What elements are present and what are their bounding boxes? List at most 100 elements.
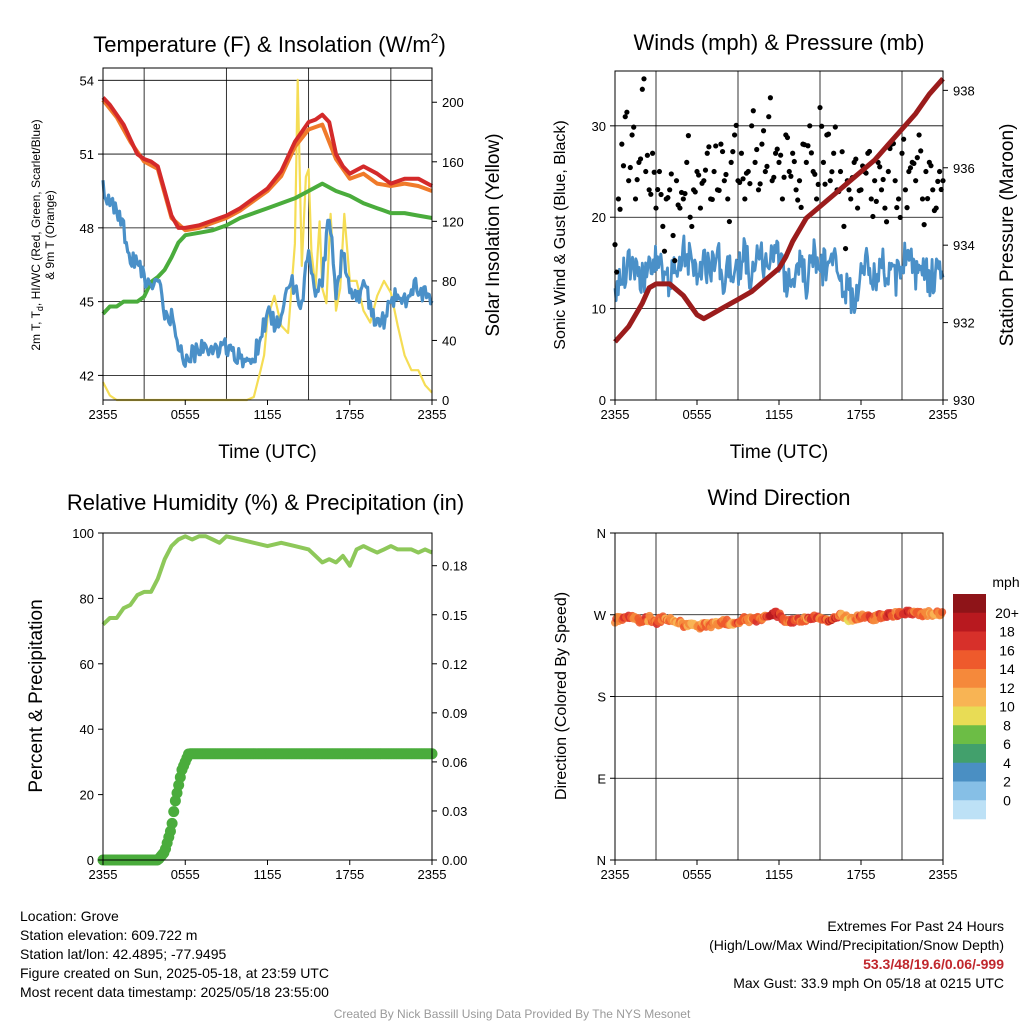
temp-ylabel-sub: d: [35, 306, 45, 311]
gust-point: [702, 167, 709, 173]
dir-xtick-label: 1155: [765, 867, 793, 882]
temp-ytick-label: 51: [80, 147, 94, 162]
colorbar-label: 6: [1003, 736, 1011, 752]
gust-point: [730, 149, 736, 155]
gust-point: [696, 172, 702, 178]
gust-point: [795, 197, 801, 203]
dir-title: Wind Direction: [707, 485, 850, 510]
rh-ytick-label: 40: [80, 722, 94, 737]
gust-point: [711, 168, 717, 175]
gust-point: [921, 222, 927, 228]
rh-ytick-label: 0: [87, 853, 94, 868]
rh-ytick-label: 60: [80, 657, 94, 672]
colorbar-label: 8: [1003, 717, 1011, 733]
temp-2m-line: [101, 96, 433, 230]
gust-point: [617, 206, 623, 212]
gust-point: [682, 190, 688, 197]
gust-point: [882, 205, 888, 211]
gust-point: [733, 122, 739, 128]
gust-point: [935, 178, 941, 184]
gust-point: [701, 178, 707, 184]
gust-point: [615, 196, 622, 202]
gust-point: [924, 196, 931, 202]
gust-point: [793, 187, 799, 193]
gust-point: [655, 186, 661, 193]
gust-point: [632, 196, 639, 202]
dir-ytick-label: S: [597, 690, 606, 705]
temp-ytick-label: 54: [80, 73, 94, 88]
wind-title: Winds (mph) & Pressure (mb): [634, 30, 925, 55]
temp-y2tick-label: 160: [442, 155, 464, 170]
gust-point: [762, 168, 768, 175]
gust-point: [665, 195, 671, 201]
wind-plot-frame: [614, 70, 944, 401]
rh-ytick-label: 100: [72, 526, 94, 541]
station-info: Location: Grove Station elevation: 609.7…: [20, 907, 329, 1002]
rh-ylabel: Percent & Precipitation: [26, 599, 47, 792]
gust-point: [858, 187, 864, 193]
temp-xtick-label: 2355: [89, 407, 118, 422]
gust-point: [877, 164, 883, 170]
temp-y2tick-label: 200: [442, 95, 464, 110]
extremes-info: Extremes For Past 24 Hours (High/Low/Max…: [709, 917, 1004, 993]
extremes-values: 53.3/48/19.6/0.06/-999: [863, 956, 1004, 972]
rh-ytick-label: 20: [80, 788, 94, 803]
gust-point: [631, 124, 637, 130]
sonic-wind-line: [613, 234, 945, 315]
colorbar-label: 10: [999, 699, 1015, 715]
temp-y2tick-label: 120: [442, 214, 464, 229]
gust-point: [829, 169, 835, 175]
wind-xtick-label: 2355: [929, 407, 958, 422]
gust-point: [807, 123, 813, 129]
colorbar-swatch: [953, 669, 986, 689]
temp-plot-frame: [102, 67, 433, 401]
colorbar-swatch: [953, 631, 986, 651]
gust-point: [704, 150, 710, 156]
gust-point: [803, 159, 809, 165]
gust-point: [933, 205, 939, 211]
dir-ytick-label: E: [597, 771, 606, 786]
colorbar-swatch: [953, 706, 986, 726]
rh-y2tick-label: 0.18: [442, 559, 467, 574]
gust-point: [627, 164, 633, 171]
recent-data-text: Most recent data timestamp: 2025/05/18 2…: [20, 984, 329, 1000]
gust-point: [791, 158, 797, 165]
gust-point: [815, 181, 821, 188]
gust-point: [668, 171, 674, 177]
temp-xtick-label: 0555: [171, 407, 200, 422]
extremes-title: Extremes For Past 24 Hours: [827, 918, 1004, 934]
gust-point: [759, 141, 765, 147]
temp-ytick-label: 48: [80, 221, 94, 236]
wind-xtick-label: 1755: [847, 407, 876, 422]
gust-point: [907, 165, 914, 171]
precip-point: [168, 806, 180, 818]
rh-line: [101, 534, 433, 627]
rh-xtick-label: 2355: [89, 867, 118, 882]
gust-point: [757, 181, 763, 187]
gust-point: [742, 196, 748, 202]
gust-point: [644, 152, 650, 158]
gust-point: [839, 149, 845, 155]
temp-y2tick-label: 0: [442, 393, 449, 408]
credit-text: Created By Nick Bassill Using Data Provi…: [333, 1007, 691, 1021]
gust-point: [637, 156, 644, 162]
gust-point: [771, 174, 777, 180]
gust-point: [658, 191, 664, 198]
rh-y2tick-label: 0.12: [442, 657, 467, 672]
temp-ytick-label: 42: [80, 368, 94, 383]
gust-point: [680, 196, 686, 202]
gust-point: [661, 248, 668, 254]
dewpoint-line: [101, 181, 433, 316]
gust-point: [697, 205, 704, 211]
dir-ylabel: Direction (Colored By Speed): [553, 592, 570, 800]
gust-point: [620, 163, 627, 169]
gust-point: [832, 124, 838, 130]
gust-point: [684, 159, 690, 165]
gust-point: [747, 180, 753, 187]
gust-point: [820, 159, 827, 165]
gust-point: [817, 104, 823, 111]
windchill-line: [101, 180, 434, 369]
gust-point: [731, 132, 738, 138]
rh-xtick-label: 1755: [335, 867, 364, 882]
dir-xtick-label: 2355: [601, 867, 630, 882]
